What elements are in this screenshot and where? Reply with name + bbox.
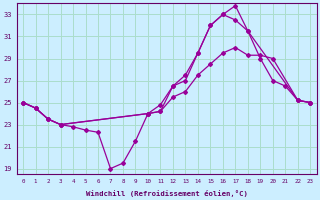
X-axis label: Windchill (Refroidissement éolien,°C): Windchill (Refroidissement éolien,°C): [86, 190, 248, 197]
